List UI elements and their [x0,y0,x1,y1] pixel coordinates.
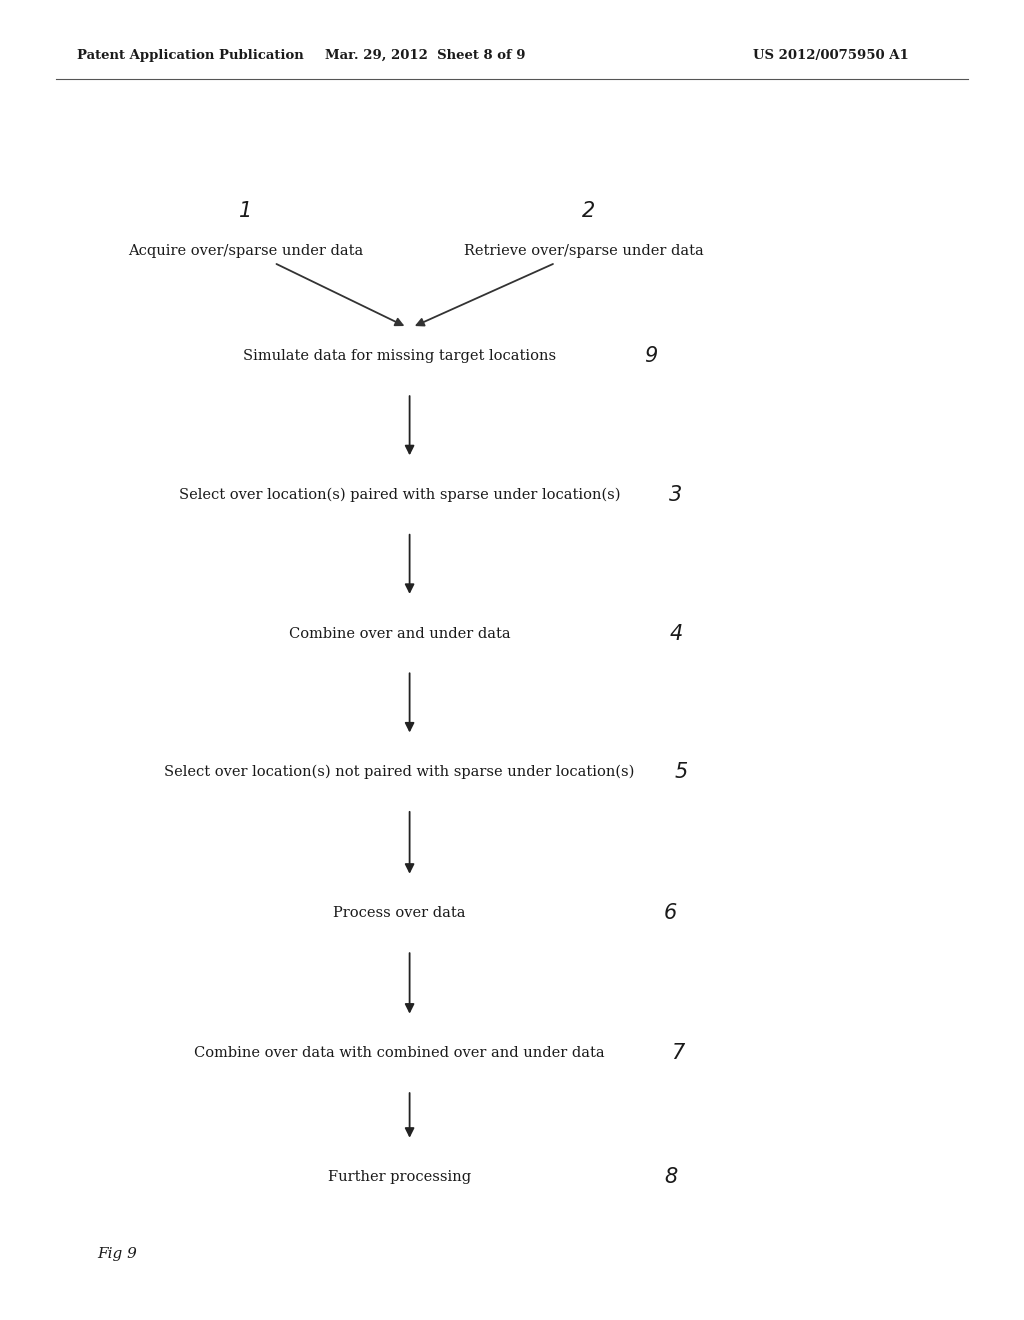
Text: Select over location(s) paired with sparse under location(s): Select over location(s) paired with spar… [178,488,621,502]
Text: 2: 2 [583,201,595,222]
Text: Process over data: Process over data [333,907,466,920]
Text: Select over location(s) not paired with sparse under location(s): Select over location(s) not paired with … [164,766,635,779]
Text: 5: 5 [675,762,687,783]
Text: 6: 6 [665,903,677,924]
Text: Simulate data for missing target locations: Simulate data for missing target locatio… [243,350,556,363]
Text: 9: 9 [644,346,656,367]
Text: 4: 4 [670,623,682,644]
Text: Retrieve over/sparse under data: Retrieve over/sparse under data [464,244,703,257]
Text: Acquire over/sparse under data: Acquire over/sparse under data [128,244,364,257]
Text: 8: 8 [665,1167,677,1188]
Text: Patent Application Publication: Patent Application Publication [77,49,303,62]
Text: Combine over data with combined over and under data: Combine over data with combined over and… [194,1047,605,1060]
Text: 7: 7 [672,1043,684,1064]
Text: Fig 9: Fig 9 [97,1247,137,1261]
Text: 1: 1 [240,201,252,222]
Text: Further processing: Further processing [328,1171,471,1184]
Text: US 2012/0075950 A1: US 2012/0075950 A1 [753,49,908,62]
Text: 3: 3 [670,484,682,506]
Text: Combine over and under data: Combine over and under data [289,627,510,640]
Text: Mar. 29, 2012  Sheet 8 of 9: Mar. 29, 2012 Sheet 8 of 9 [325,49,525,62]
